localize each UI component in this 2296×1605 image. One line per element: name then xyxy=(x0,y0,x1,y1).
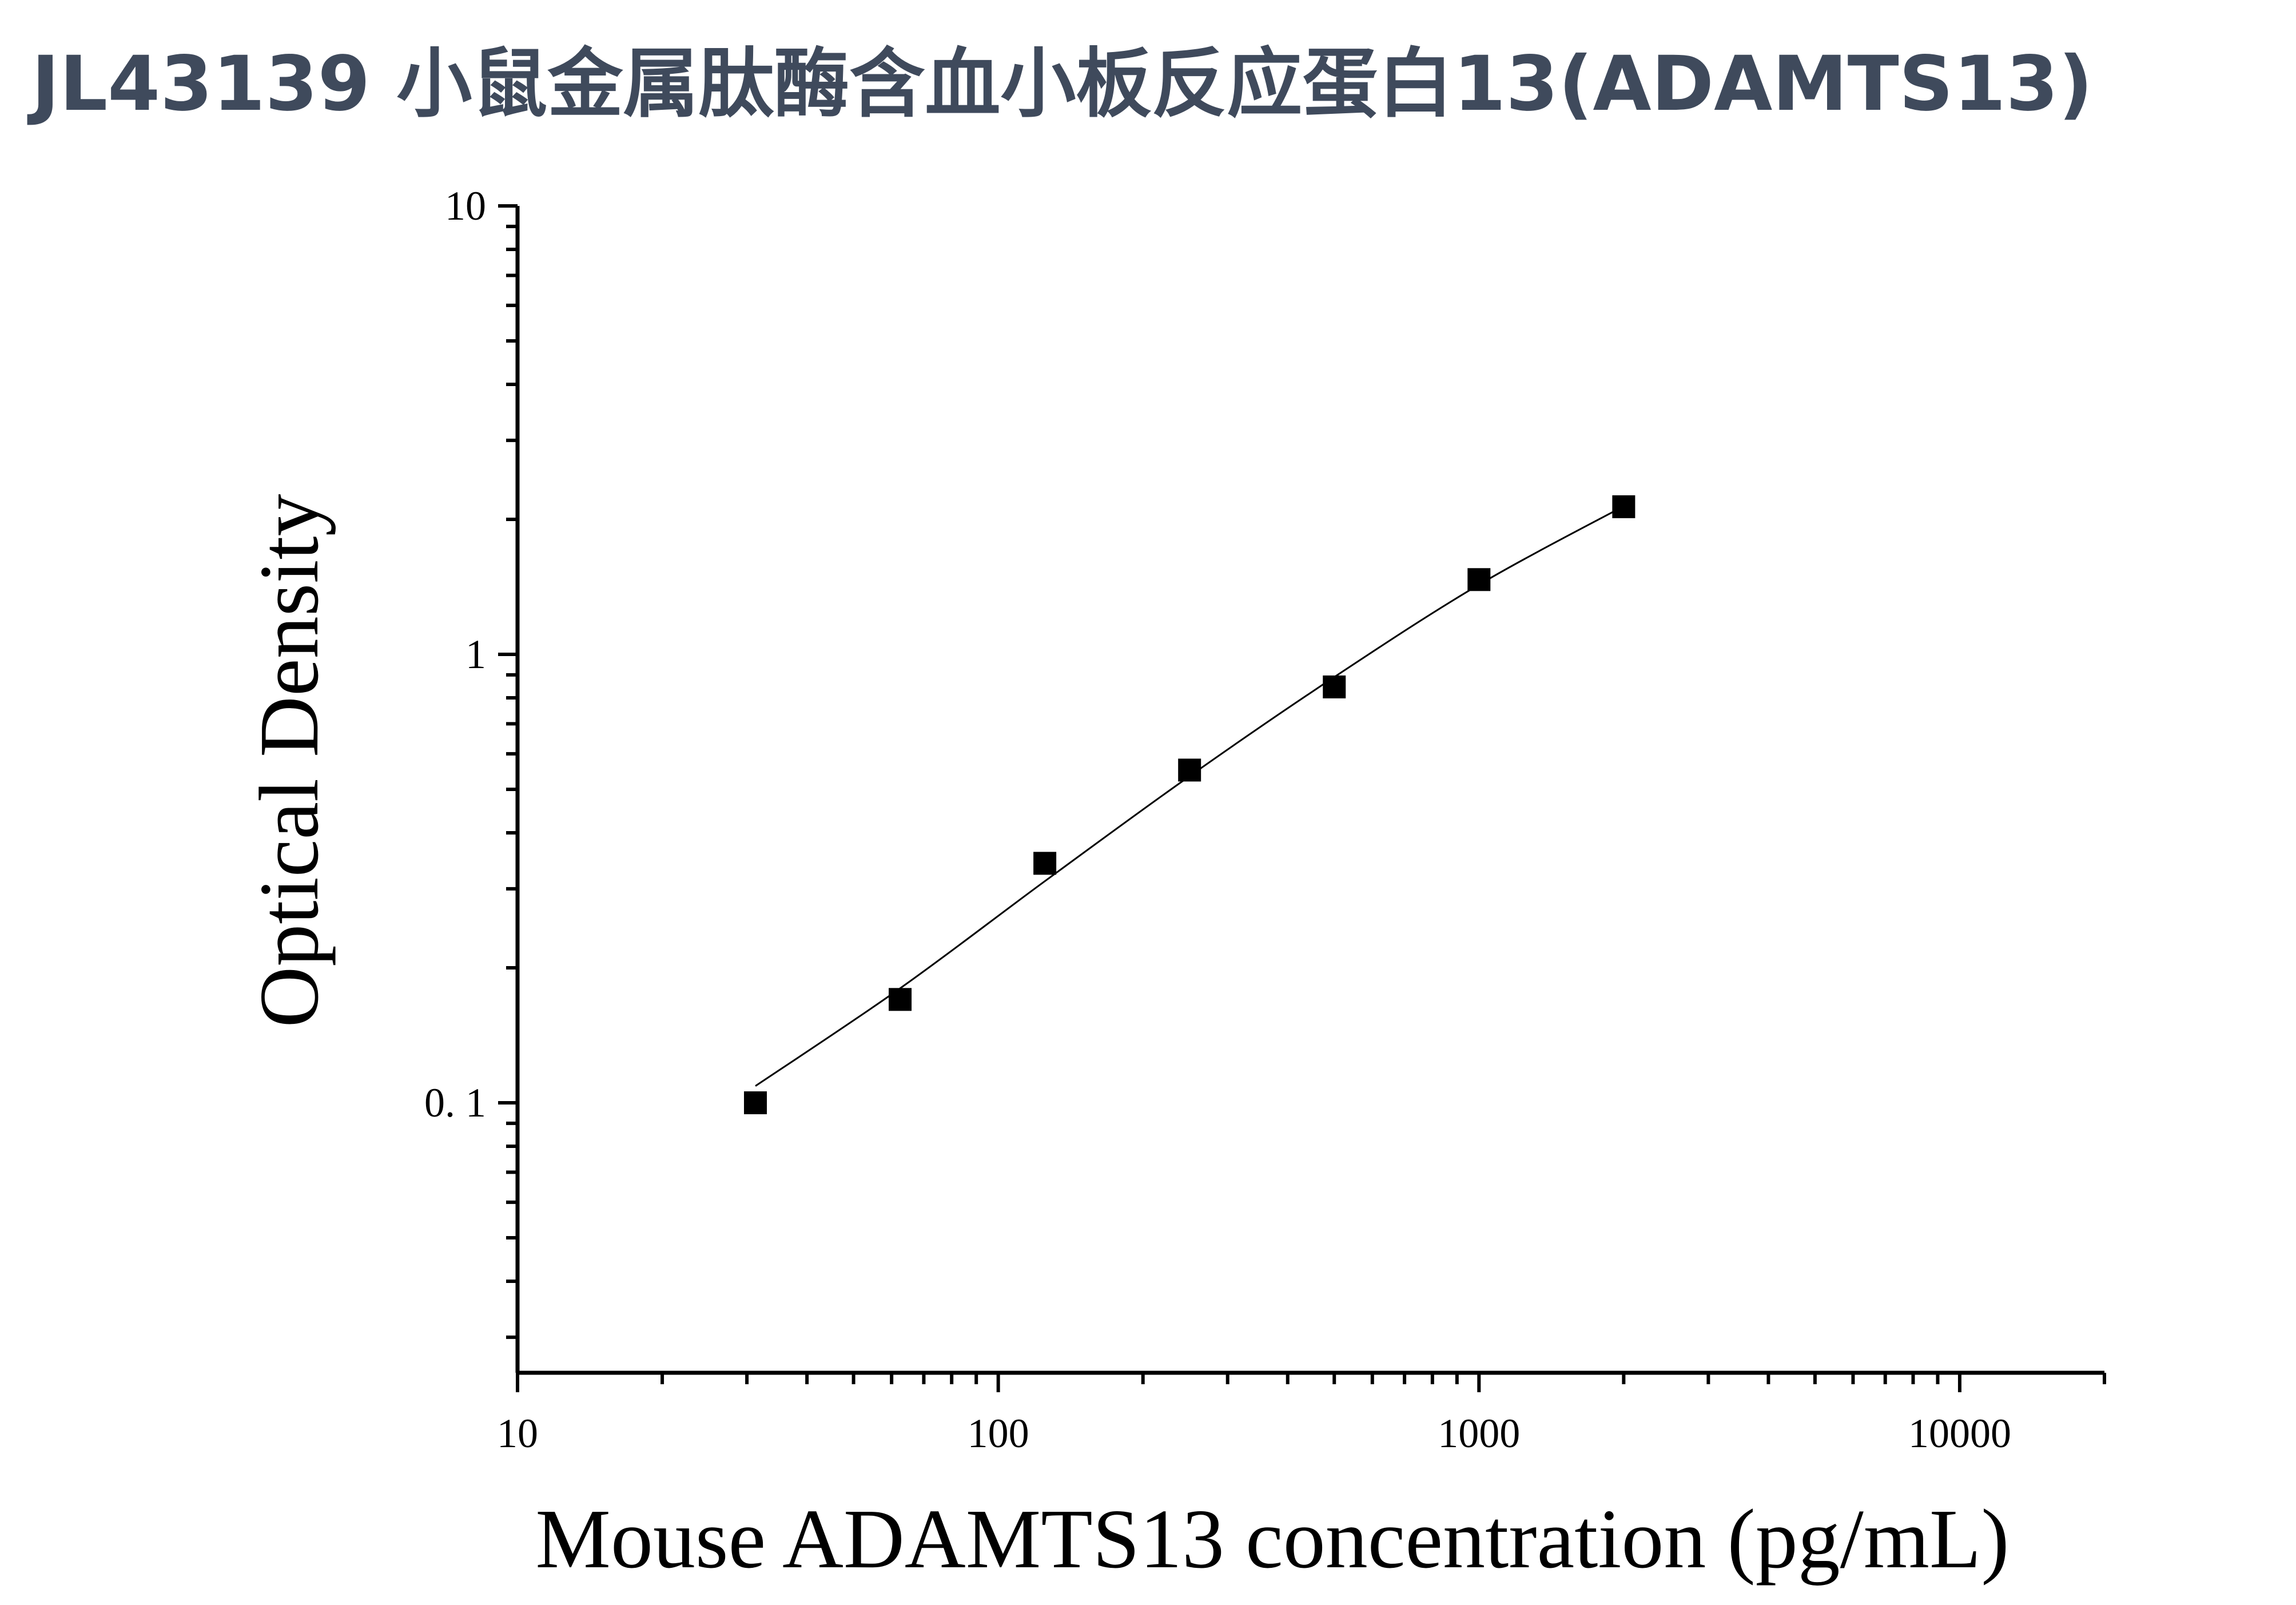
data-point xyxy=(889,988,912,1011)
y-tick-label: 10 xyxy=(445,183,486,229)
data-point xyxy=(1178,758,1201,782)
axis-labels: Mouse ADAMTS13 concentration (pg/mL) Opt… xyxy=(242,494,2010,1586)
page-title: JL43139 小鼠金属肽酶含血小板反应蛋白13(ADAMTS13) xyxy=(31,40,2093,128)
x-tick-label: 1000 xyxy=(1438,1411,1520,1456)
data-point xyxy=(1467,568,1491,591)
y-tick-label: 0. 1 xyxy=(424,1080,486,1126)
x-axis-label: Mouse ADAMTS13 concentration (pg/mL) xyxy=(535,1492,2009,1586)
y-tick-label: 1 xyxy=(465,631,486,677)
data-point xyxy=(1323,675,1346,698)
x-tick-label: 100 xyxy=(968,1411,1029,1456)
fit-curve-layer xyxy=(755,505,1625,1087)
data-point xyxy=(1033,852,1057,875)
fit-curve-line xyxy=(755,505,1625,1087)
x-tick-label: 10000 xyxy=(1908,1411,2011,1456)
data-points-layer xyxy=(743,495,1636,1114)
data-point xyxy=(1612,495,1636,518)
data-point xyxy=(743,1091,767,1114)
x-tick-label: 10 xyxy=(497,1411,538,1456)
axes: 10 100 1000 10000 0. 1 1 10 xyxy=(424,183,2106,1456)
y-axis-label: Optical Density xyxy=(242,494,336,1027)
